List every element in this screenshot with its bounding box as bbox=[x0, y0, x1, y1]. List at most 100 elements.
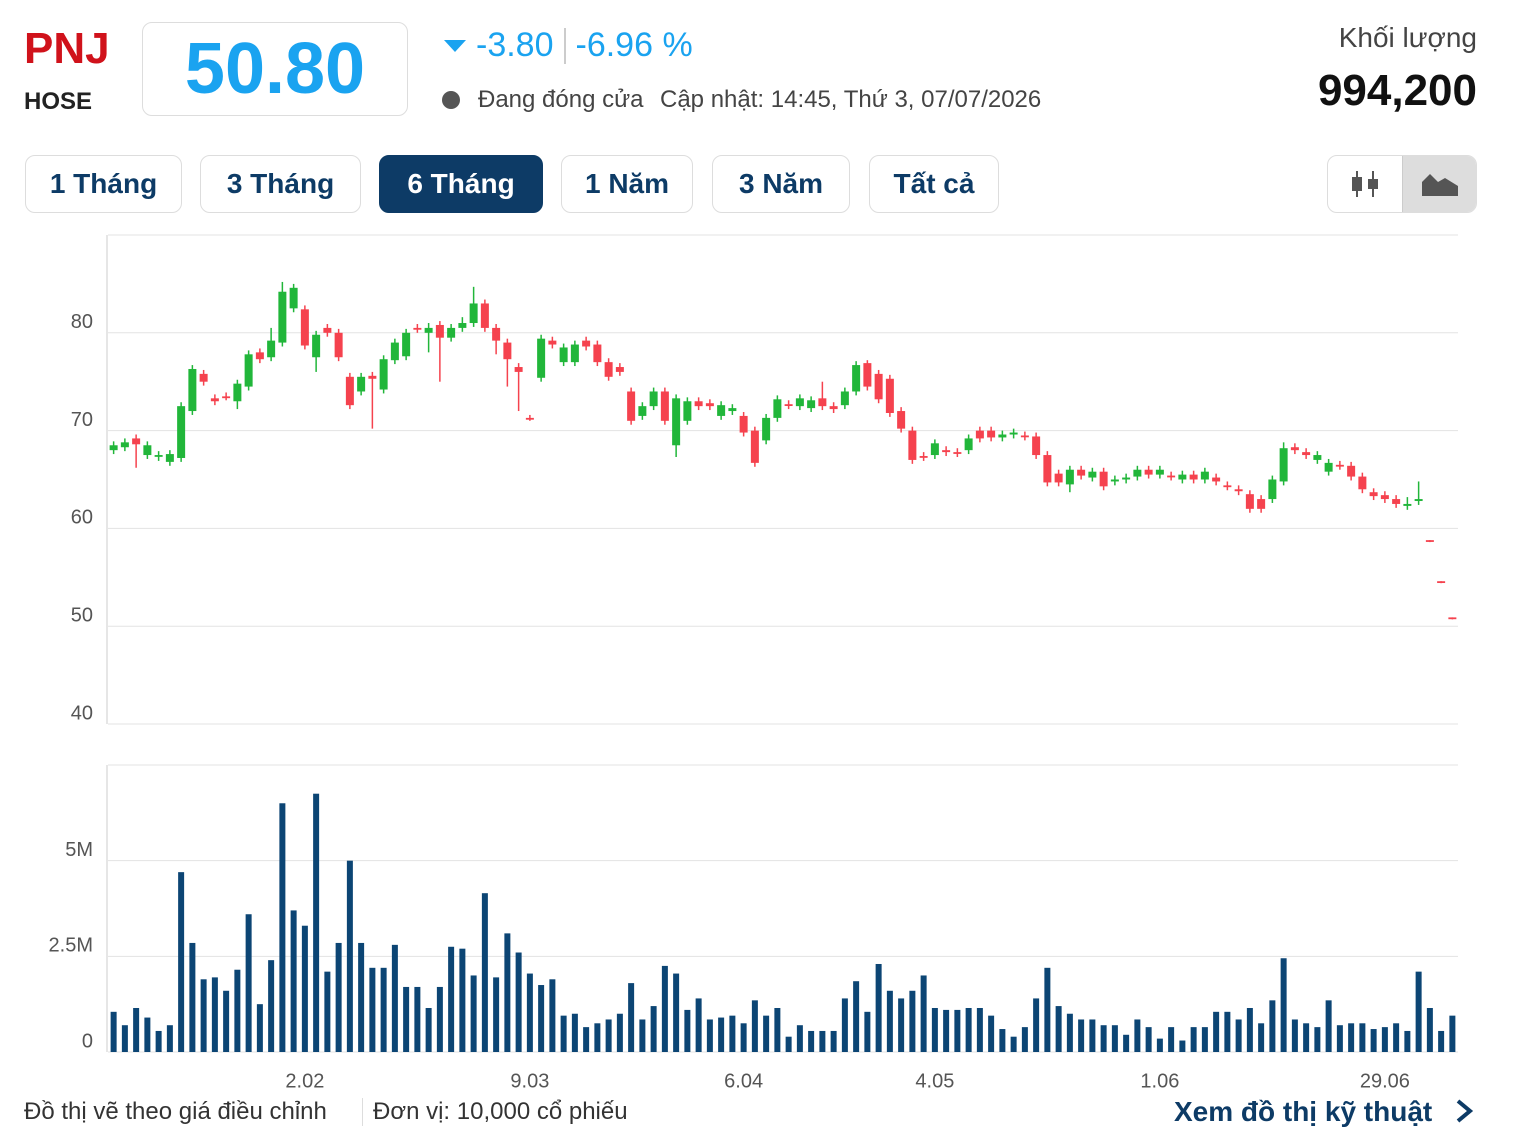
range-button[interactable]: 6 Tháng bbox=[379, 155, 543, 213]
candle-body bbox=[1155, 469, 1164, 475]
volume-bar bbox=[999, 1029, 1006, 1052]
candle-body bbox=[1279, 448, 1288, 482]
volume-bar bbox=[616, 1013, 623, 1052]
volume-bar bbox=[796, 1025, 803, 1052]
candle-body bbox=[1437, 581, 1446, 584]
range-button[interactable]: 3 Tháng bbox=[200, 155, 361, 213]
volume-bar bbox=[898, 998, 905, 1052]
candle-body bbox=[165, 454, 174, 462]
range-button[interactable]: 1 Tháng bbox=[25, 155, 182, 213]
candle-body bbox=[1077, 469, 1086, 476]
candle-body bbox=[863, 363, 872, 387]
candle-body bbox=[1302, 452, 1311, 456]
volume-label: Khối lượng bbox=[1338, 22, 1477, 53]
volume-bar bbox=[920, 975, 927, 1052]
candle-body bbox=[1369, 492, 1378, 497]
volume-bar bbox=[1381, 1027, 1388, 1052]
volume-bar bbox=[1156, 1038, 1163, 1052]
footer-unit: Đơn vị: 10,000 cổ phiếu bbox=[362, 1098, 628, 1126]
candle-body bbox=[908, 430, 917, 460]
candle-body bbox=[627, 391, 636, 421]
candle-body bbox=[402, 332, 411, 357]
candle-body bbox=[1200, 471, 1209, 480]
volume-bar bbox=[1021, 1027, 1028, 1052]
volume-bar bbox=[1179, 1040, 1186, 1052]
candle-body bbox=[357, 376, 366, 392]
volume-bar bbox=[335, 942, 342, 1052]
candle-body bbox=[604, 362, 613, 377]
volume-bar bbox=[976, 1007, 983, 1052]
candle-body bbox=[1257, 499, 1266, 509]
x-tick-label: 29.06 bbox=[1360, 1070, 1410, 1092]
volume-bar bbox=[1224, 1011, 1231, 1052]
candle-body bbox=[1392, 499, 1401, 504]
volume-bar bbox=[1258, 1023, 1265, 1052]
candle-body bbox=[267, 340, 276, 358]
volume-bar bbox=[1201, 1027, 1208, 1052]
volume-bar bbox=[290, 910, 297, 1052]
volume-bar bbox=[256, 1004, 263, 1052]
candle-body bbox=[1347, 465, 1356, 477]
volume-bar bbox=[133, 1007, 140, 1052]
volume-bar bbox=[988, 1015, 995, 1052]
candle-body bbox=[244, 354, 253, 387]
range-button[interactable]: Tất cả bbox=[869, 155, 999, 213]
volume-bar bbox=[358, 942, 365, 1052]
separator bbox=[563, 27, 566, 64]
volume-bar bbox=[526, 973, 533, 1052]
volume-bar bbox=[313, 793, 320, 1052]
volume-bar bbox=[346, 860, 353, 1052]
candle-body bbox=[1335, 464, 1344, 467]
candle-body bbox=[660, 391, 669, 421]
candle-body bbox=[1099, 471, 1108, 487]
candle-body bbox=[548, 340, 557, 345]
candle-body bbox=[964, 438, 973, 451]
y-tick-label: 40 bbox=[71, 702, 93, 724]
area-icon[interactable] bbox=[1402, 156, 1476, 212]
volume-bar bbox=[808, 1030, 815, 1052]
volume-bar bbox=[144, 1017, 151, 1052]
candle-body bbox=[1178, 474, 1187, 480]
volume-bar bbox=[245, 914, 252, 1052]
candle-body bbox=[829, 406, 838, 410]
candle-body bbox=[480, 303, 489, 328]
range-button[interactable]: 3 Năm bbox=[712, 155, 850, 213]
range-button[interactable]: 1 Năm bbox=[561, 155, 693, 213]
technical-link-text[interactable]: Xem đồ thị kỹ thuật bbox=[1173, 1096, 1433, 1127]
candle-icon[interactable] bbox=[1328, 156, 1402, 212]
candle-body bbox=[649, 391, 658, 407]
candle-body bbox=[199, 373, 208, 382]
candle-body bbox=[514, 367, 523, 372]
technical-link[interactable]: Xem đồ thị kỹ thuật bbox=[1174, 1096, 1474, 1128]
volume-bar bbox=[718, 1017, 725, 1052]
candle-body bbox=[222, 396, 231, 399]
x-tick-label: 6.04 bbox=[724, 1070, 763, 1092]
candle-body bbox=[368, 375, 377, 379]
candle-body bbox=[795, 398, 804, 407]
candle-body bbox=[447, 327, 456, 338]
volume-bar bbox=[380, 967, 387, 1052]
volume-bar bbox=[1213, 1011, 1220, 1052]
candle-body bbox=[694, 401, 703, 407]
ticker: PNJ bbox=[24, 24, 110, 73]
volume-bar bbox=[774, 1007, 781, 1052]
y-tick-label: 2.5M bbox=[49, 935, 93, 957]
volume-bar bbox=[493, 977, 500, 1052]
volume-bar bbox=[1123, 1034, 1130, 1052]
volume-bar bbox=[1438, 1030, 1445, 1052]
volume-bar bbox=[1055, 1006, 1062, 1052]
volume-bar bbox=[1404, 1030, 1411, 1052]
volume-bar bbox=[1111, 1025, 1118, 1052]
candle-body bbox=[1020, 435, 1029, 438]
y-tick-label: 50 bbox=[71, 604, 93, 626]
candle-body bbox=[1425, 540, 1434, 542]
candle-body bbox=[210, 398, 219, 402]
change-value: -3.80 bbox=[476, 26, 554, 64]
volume-bar bbox=[594, 1023, 601, 1052]
volume-bar bbox=[886, 990, 893, 1052]
x-tick-label: 4.05 bbox=[915, 1070, 954, 1092]
volume-bar bbox=[1359, 1023, 1366, 1052]
candle-body bbox=[818, 398, 827, 407]
volume-bar bbox=[1415, 971, 1422, 1052]
candle-body bbox=[919, 456, 928, 458]
